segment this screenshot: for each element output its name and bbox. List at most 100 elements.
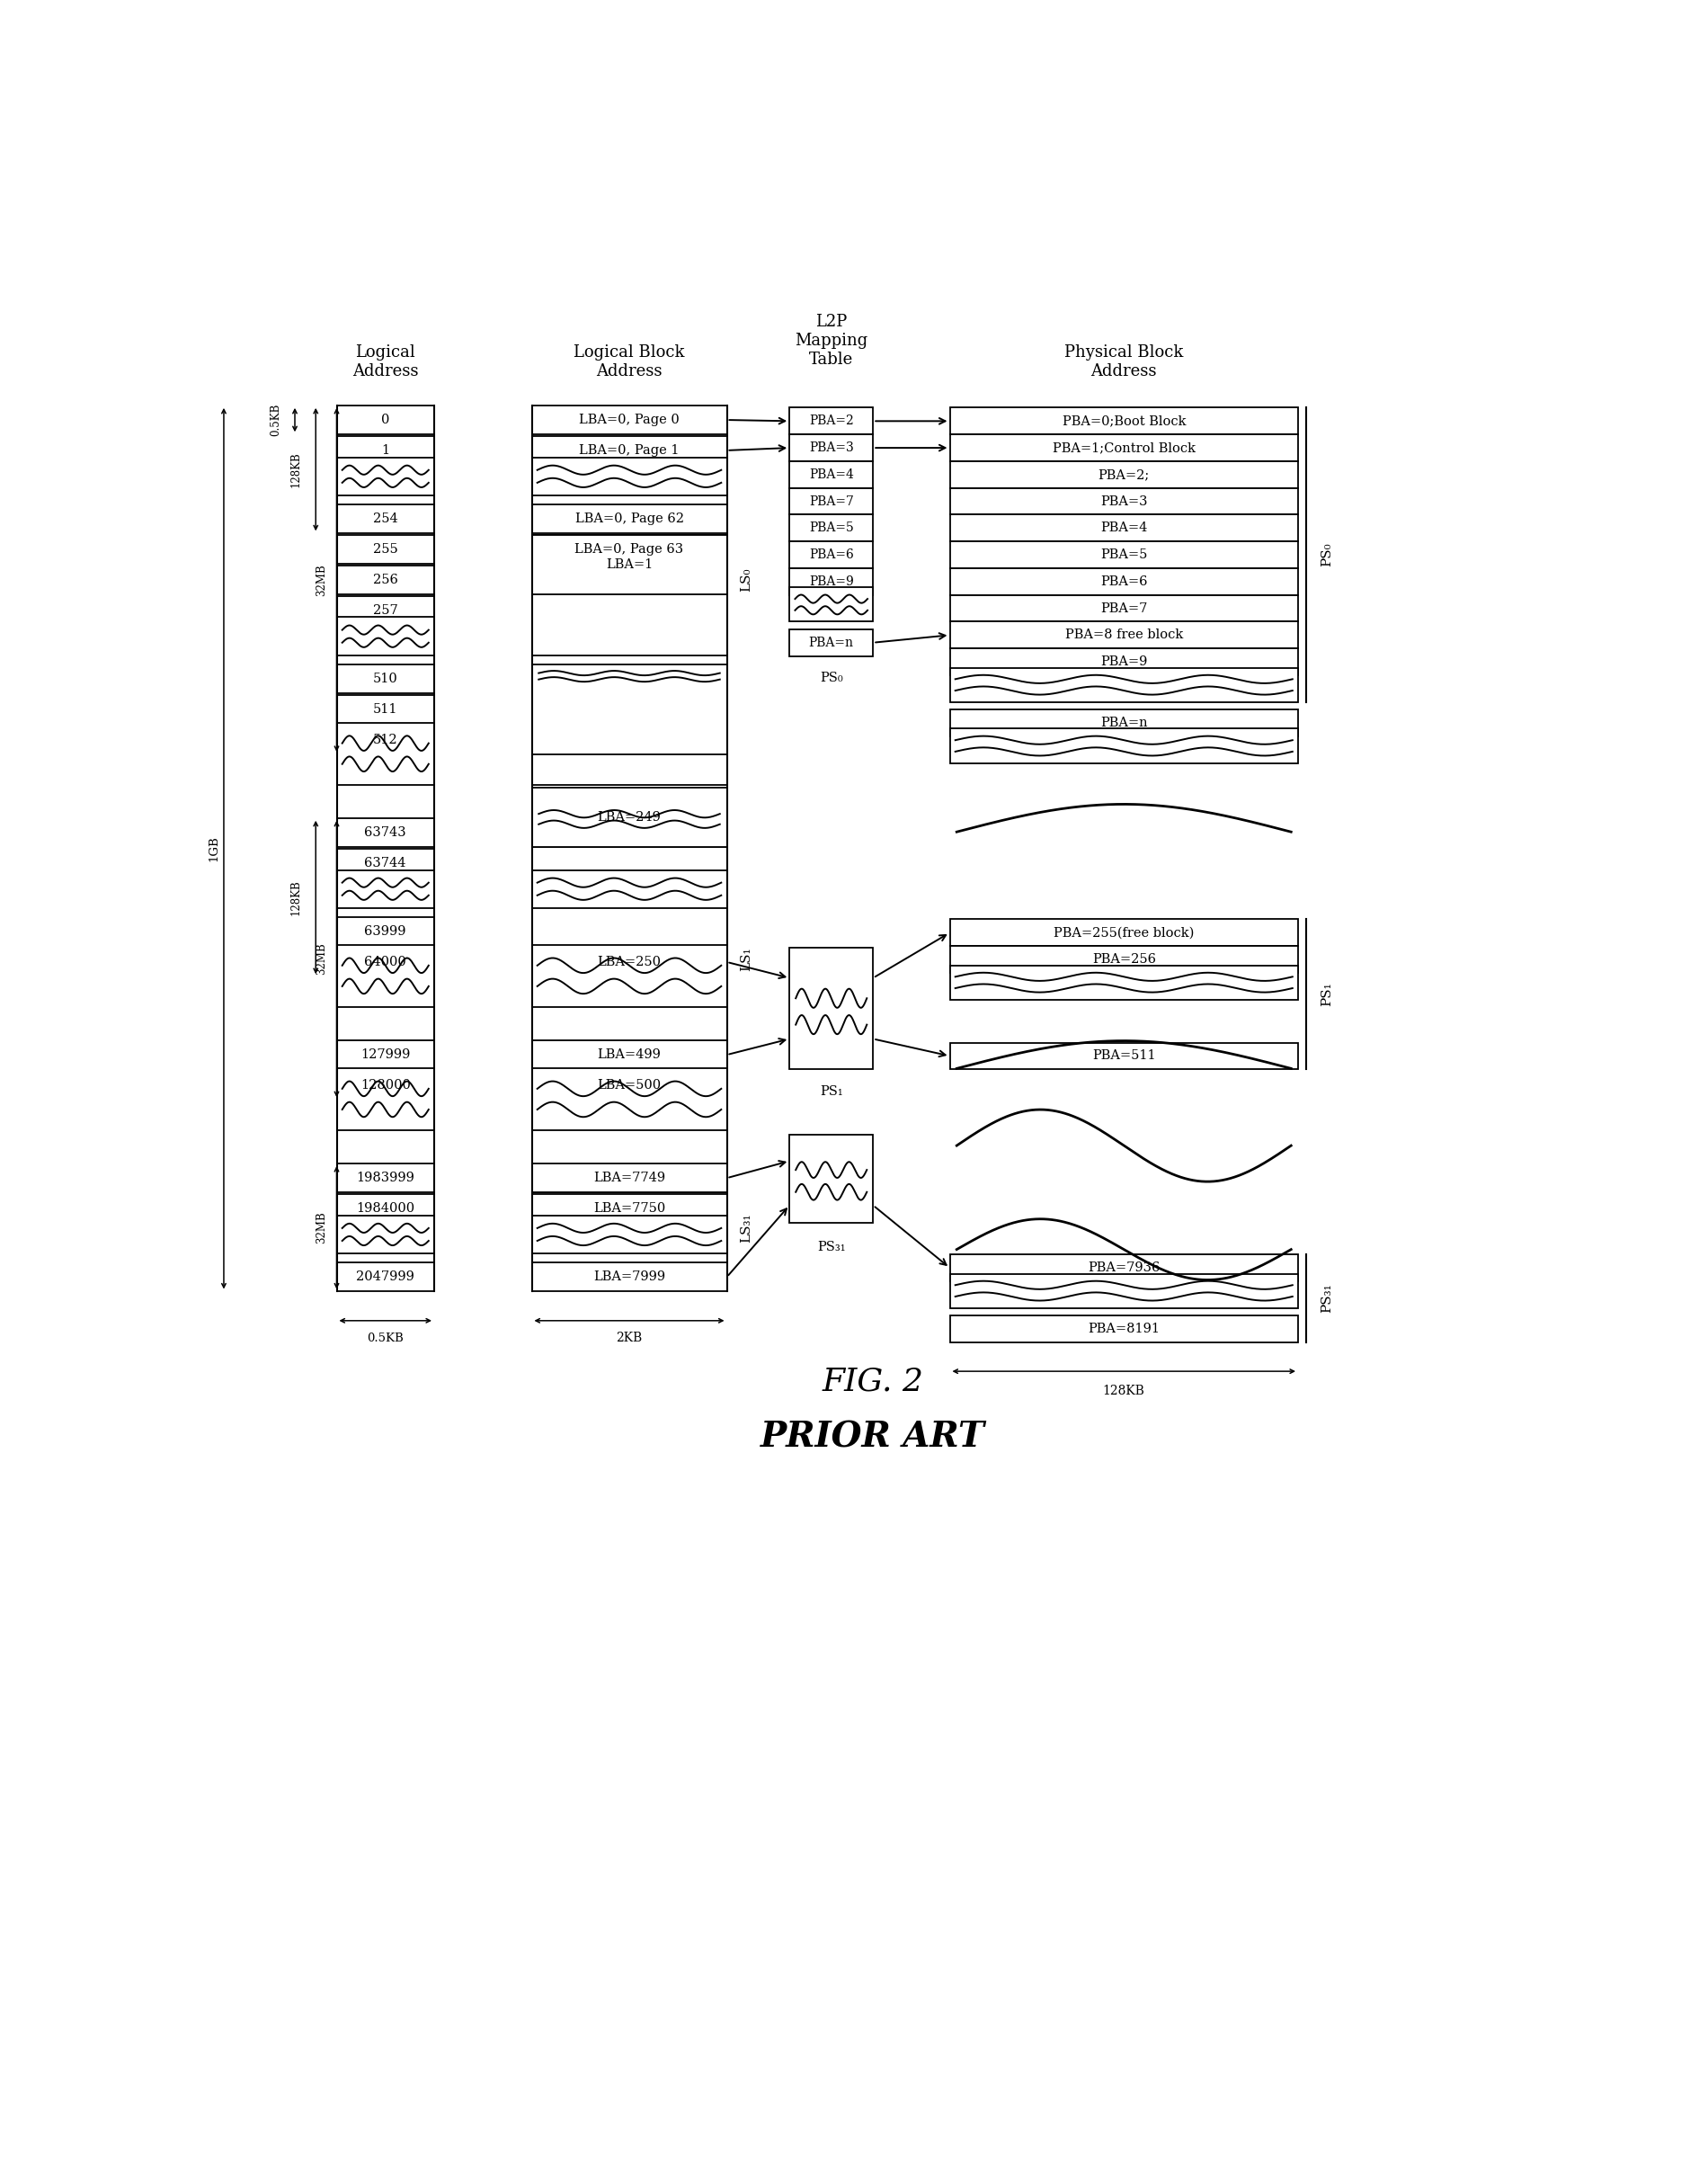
Text: PBA=5: PBA=5 [810,522,853,535]
Text: LBA=0, Page 63: LBA=0, Page 63 [575,544,684,555]
Bar [532,1164,727,1192]
Text: LS₃₁: LS₃₁ [740,1212,752,1243]
Text: LS₁: LS₁ [740,948,752,972]
Text: LBA=250: LBA=250 [597,957,661,968]
Bar [950,710,1298,736]
Text: PBA=0;Boot Block: PBA=0;Boot Block [1061,415,1186,428]
Bar [789,1133,874,1223]
Text: 510: 510 [373,673,397,686]
Text: 1GB: 1GB [208,836,220,860]
Bar [532,946,727,1007]
Bar [336,819,434,847]
Text: 63743: 63743 [365,826,406,839]
Text: 32MB: 32MB [316,563,328,596]
Text: LBA=7749: LBA=7749 [593,1173,666,1184]
Bar [532,1262,727,1291]
Bar [336,1068,434,1131]
Bar [532,1195,727,1223]
Text: LBA=1: LBA=1 [605,559,652,570]
Text: 63744: 63744 [365,856,406,869]
Text: LBA=7999: LBA=7999 [593,1271,666,1284]
Text: PBA=9: PBA=9 [1100,655,1148,668]
Text: PBA=3: PBA=3 [1100,496,1148,507]
Bar [532,655,727,692]
Text: 256: 256 [373,574,397,585]
Text: FIG. 2: FIG. 2 [823,1367,924,1398]
Bar [950,487,1298,515]
Text: 63999: 63999 [365,926,406,937]
Bar [336,1195,434,1223]
Text: PS₀: PS₀ [1322,544,1333,568]
Bar [789,515,874,542]
Text: PS₁: PS₁ [820,1085,843,1099]
Text: PBA=8 free block: PBA=8 free block [1065,629,1183,642]
Text: PS₃₁: PS₃₁ [816,1241,845,1254]
Text: Logical Block
Address: Logical Block Address [573,345,684,380]
Bar [950,594,1298,622]
Text: 512: 512 [373,734,397,747]
Text: 254: 254 [373,513,397,524]
Text: 1984000: 1984000 [357,1201,414,1214]
Text: 2047999: 2047999 [357,1271,414,1284]
Bar [950,1273,1298,1308]
Bar [532,456,727,496]
Bar [532,664,727,753]
Bar [532,948,727,976]
Bar [532,535,727,594]
Bar [789,587,874,622]
Bar [950,515,1298,542]
Text: PBA=4: PBA=4 [810,467,853,480]
Text: PBA=2;: PBA=2; [1098,467,1149,480]
Text: 32MB: 32MB [316,943,328,974]
Text: PBA=5: PBA=5 [1100,548,1148,561]
Text: 255: 255 [373,544,397,555]
Bar [532,505,727,533]
Bar [950,668,1298,701]
Bar [950,1315,1298,1343]
Bar [950,729,1298,762]
Bar [336,725,434,753]
Bar [336,723,434,784]
Bar [950,568,1298,594]
Text: 1983999: 1983999 [357,1173,414,1184]
Text: LBA=0, Page 1: LBA=0, Page 1 [580,443,679,456]
Bar [336,1164,434,1192]
Bar [789,948,874,1070]
Text: 0.5KB: 0.5KB [367,1332,404,1343]
Text: 128KB: 128KB [291,880,303,915]
Text: 127999: 127999 [360,1048,411,1061]
Text: PBA=1;Control Block: PBA=1;Control Block [1053,441,1195,454]
Text: PBA=7: PBA=7 [1100,603,1148,614]
Bar [336,437,434,465]
Bar [336,566,434,594]
Bar [532,1068,727,1131]
Text: PS₃₁: PS₃₁ [1322,1284,1333,1313]
Text: PBA=256: PBA=256 [1092,952,1156,965]
Bar [336,456,434,496]
Bar [532,788,727,847]
Bar [789,629,874,655]
Bar [532,784,727,847]
Text: PBA=7936: PBA=7936 [1088,1262,1159,1273]
Text: PBA=n: PBA=n [1100,716,1148,729]
Bar [532,1216,727,1254]
Bar [336,406,434,435]
Text: PBA=9: PBA=9 [810,574,853,587]
Bar [336,664,434,692]
Text: LBA=0, Page 0: LBA=0, Page 0 [580,413,679,426]
Bar [789,542,874,568]
Text: PBA=7: PBA=7 [810,496,853,507]
Bar [950,965,1298,1000]
Bar [789,408,874,435]
Bar [532,1070,727,1101]
Text: 2KB: 2KB [617,1332,642,1345]
Bar [950,542,1298,568]
Bar [789,461,874,487]
Bar [336,1040,434,1070]
Text: PBA=255(free block): PBA=255(free block) [1053,926,1195,939]
Text: PBA=6: PBA=6 [1100,574,1148,587]
Bar [950,461,1298,487]
Text: PBA=8191: PBA=8191 [1088,1324,1159,1334]
Text: PBA=n: PBA=n [810,636,853,649]
Text: 32MB: 32MB [316,1212,328,1243]
